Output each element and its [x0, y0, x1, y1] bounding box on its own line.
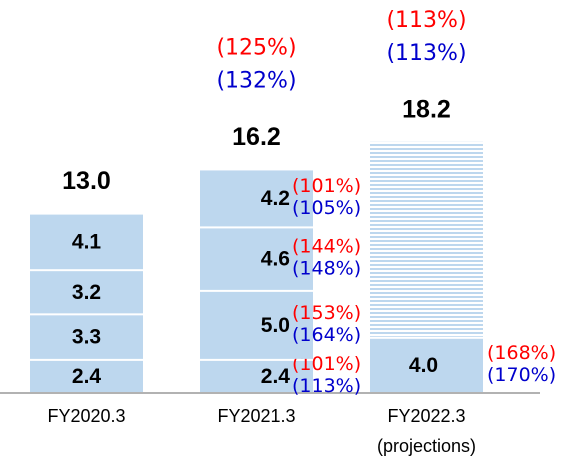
total-pct-red: (125%) [216, 35, 296, 60]
bar-segment [30, 214, 143, 270]
total-label: 16.2 [232, 123, 281, 151]
pct-blue: (105%) [292, 197, 361, 219]
pct-red: (168%) [487, 342, 556, 364]
bar-segment [200, 170, 313, 227]
bar-segment [200, 291, 313, 359]
total-pct-blue: (132%) [216, 68, 296, 93]
pct-blue: (164%) [292, 324, 361, 346]
x-tick-label: FY2021.3 [217, 406, 295, 426]
segment-label: 2.4 [72, 365, 102, 388]
pct-blue: (148%) [292, 258, 361, 280]
bar-segment [30, 360, 143, 392]
x-tick-label: FY2022.3 [387, 406, 465, 426]
segment-label: 4.6 [261, 248, 290, 271]
segment-label: 2.4 [261, 365, 291, 388]
pct-blue: (113%) [292, 375, 361, 397]
bar-segment [370, 338, 483, 392]
total-pct-red: (113%) [386, 8, 466, 33]
total-label: 18.2 [402, 95, 451, 123]
pct-red: (101%) [292, 175, 361, 197]
total-label: 13.0 [62, 167, 111, 195]
segment-label: 3.3 [72, 326, 101, 349]
segment-label: 4.0 [409, 354, 438, 377]
pct-blue: (170%) [487, 364, 556, 386]
x-tick-label: FY2020.3 [47, 406, 125, 426]
segment-label: 5.0 [261, 314, 290, 337]
pct-red: (144%) [292, 236, 361, 258]
segment-label: 3.2 [72, 281, 101, 304]
pct-red: (153%) [292, 302, 361, 324]
bar-segment [30, 315, 143, 359]
segment-label: 4.2 [261, 187, 290, 210]
bar-segment [30, 271, 143, 314]
x-tick-note: (projections) [377, 436, 476, 456]
segment-label: 4.1 [72, 230, 102, 253]
bar-segment [200, 228, 313, 290]
total-pct-blue: (113%) [386, 41, 466, 66]
bar-segment [200, 360, 313, 392]
bar-projection [370, 141, 483, 337]
